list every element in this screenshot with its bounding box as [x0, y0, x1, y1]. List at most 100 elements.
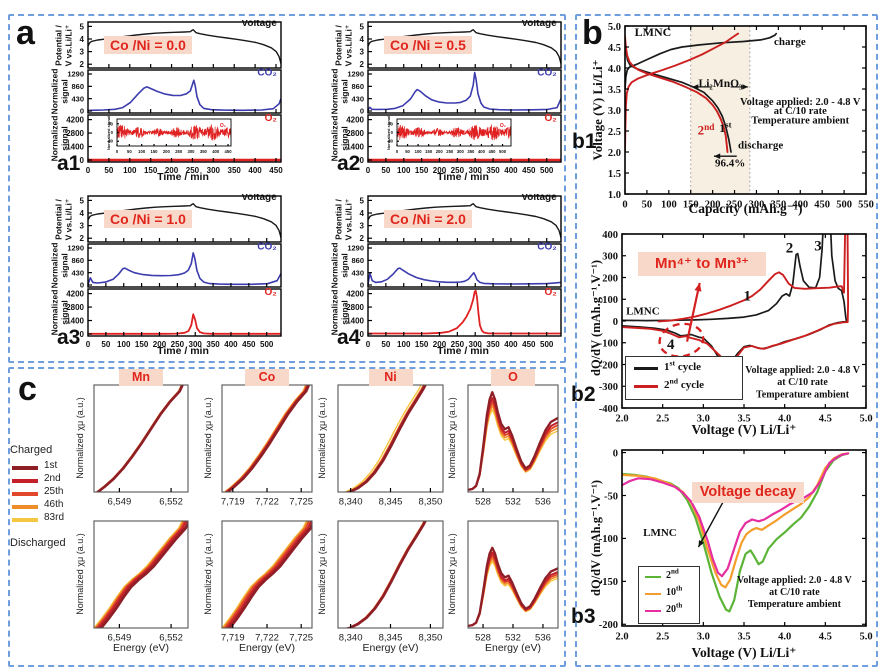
- svg-text:400: 400: [504, 166, 518, 175]
- svg-text:4.5: 4.5: [608, 43, 621, 54]
- svg-text:1: 1: [744, 288, 752, 304]
- c-ni-discharged-y-axis-label: Normalized χμ (a.u.): [317, 533, 327, 615]
- svg-text:Voltage: Voltage: [241, 194, 277, 203]
- plot-a3-co2: 0 430 860 1290 CO₂: [67, 242, 282, 289]
- c-legend-label-25th: 25th: [44, 486, 64, 497]
- svg-text:250: 250: [727, 200, 743, 211]
- svg-text:2: 2: [786, 240, 794, 256]
- svg-text:0: 0: [391, 130, 394, 135]
- plot-b2-dqdv-cycles: 2.0 2.5 3.0 3.5 4.0 4.5 5.0 -400 -300 -200 -100 0 10…: [599, 230, 873, 423]
- legend-label-20th: 20th: [666, 601, 683, 615]
- svg-text:200: 200: [705, 200, 721, 211]
- svg-text:0: 0: [366, 340, 371, 349]
- svg-text:2800: 2800: [66, 129, 84, 138]
- c-co-charged-y-axis-label: Normalized χμ (a.u.): [203, 397, 213, 479]
- svg-text:charge: charge: [774, 36, 806, 48]
- svg-text:Voltage: Voltage: [241, 20, 277, 29]
- svg-text:discharge: discharge: [738, 140, 783, 152]
- svg-text:3: 3: [360, 221, 365, 230]
- b3-legend: 2nd 10th 20th: [638, 566, 700, 624]
- b2-mn-annotation: Mn⁴⁺ to Mn³⁺: [638, 252, 766, 276]
- svg-text:4.0: 4.0: [608, 64, 621, 75]
- plot-c-ni-charged: 8,340 8,345 8,350: [337, 384, 444, 508]
- legend-label-2nd: 2nd cycle: [664, 376, 705, 391]
- svg-text:200: 200: [163, 149, 171, 154]
- svg-text:400: 400: [478, 149, 486, 154]
- b1-tag: b1: [572, 130, 597, 153]
- plot-a2-co2: 0 430 860 1290 CO₂: [347, 68, 562, 115]
- svg-text:450: 450: [522, 166, 536, 175]
- svg-text:5: 5: [360, 196, 365, 205]
- svg-text:4: 4: [80, 209, 85, 218]
- svg-text:8,340: 8,340: [339, 633, 363, 644]
- c-legend-swatch-46th: [12, 505, 38, 509]
- svg-text:Voltage: Voltage: [521, 20, 557, 29]
- b1-y-axis-label: Voltage (V) Li/Li⁺: [590, 59, 605, 161]
- svg-text:-200: -200: [599, 360, 618, 371]
- a3-ratio-badge: Co /Ni = 1.0: [104, 210, 192, 228]
- svg-text:300: 300: [188, 149, 196, 154]
- svg-text:150: 150: [425, 149, 433, 154]
- c-o-energy-axis-label: Energy (eV): [484, 642, 542, 654]
- svg-text:at C/10 rate: at C/10 rate: [769, 587, 820, 598]
- svg-text:7,722: 7,722: [255, 633, 279, 644]
- svg-text:528: 528: [475, 633, 491, 644]
- svg-text:5.0: 5.0: [859, 632, 872, 643]
- svg-text:7,719: 7,719: [221, 633, 245, 644]
- svg-text:100: 100: [661, 200, 677, 211]
- svg-text:450: 450: [242, 340, 256, 349]
- svg-text:200: 200: [436, 149, 444, 154]
- svg-text:4200: 4200: [346, 115, 364, 124]
- panel-a-label: a: [16, 14, 35, 52]
- svg-text:4: 4: [360, 35, 365, 44]
- svg-text:500: 500: [836, 200, 852, 211]
- svg-text:250: 250: [446, 149, 454, 154]
- svg-text:7,722: 7,722: [255, 497, 279, 508]
- svg-text:8,345: 8,345: [379, 633, 403, 644]
- svg-text:3: 3: [80, 47, 85, 56]
- svg-text:100: 100: [117, 340, 131, 349]
- svg-text:350: 350: [206, 340, 220, 349]
- svg-text:Temperature ambient: Temperature ambient: [751, 115, 849, 126]
- svg-text:500: 500: [499, 149, 507, 154]
- plot-b1-charge-discharge: 0 50 100 150 200 250 300 350 400 450 500 550 1.0 1.5 2…: [608, 22, 874, 211]
- svg-text:0: 0: [396, 149, 399, 154]
- c-legend-swatch-2nd: [12, 479, 38, 483]
- svg-text:100: 100: [397, 340, 411, 349]
- panel-a-box: [8, 14, 566, 363]
- plot-c-mn-discharged: 6,549 6,552: [93, 520, 189, 644]
- plot-a1-o2: 0 50 100 150 200 250 300 350 400 4500140028004200…: [66, 113, 283, 175]
- svg-text:4200: 4200: [66, 115, 84, 124]
- svg-text:0: 0: [111, 130, 114, 135]
- svg-text:300: 300: [469, 166, 483, 175]
- svg-text:3.0: 3.0: [697, 414, 710, 423]
- svg-text:Voltage applied: 2.0 - 4.8 V: Voltage applied: 2.0 - 4.8 V: [745, 365, 861, 376]
- svg-text:CO₂: CO₂: [257, 242, 276, 253]
- plot-a4-voltage: 2 3 4 5 Voltage: [360, 194, 562, 243]
- svg-text:Normalized signal: Normalized signal: [386, 116, 391, 150]
- svg-text:300: 300: [207, 166, 221, 175]
- c-column-title-o: O: [491, 369, 535, 386]
- svg-text:-150: -150: [599, 577, 618, 588]
- svg-text:250: 250: [175, 149, 183, 154]
- svg-text:3: 3: [360, 47, 365, 56]
- svg-text:4: 4: [667, 337, 675, 353]
- svg-text:2.5: 2.5: [656, 632, 669, 643]
- c-o-charged-y-axis-label: Normalized χμ (a.u.): [447, 397, 457, 479]
- svg-text:350: 350: [770, 200, 786, 211]
- svg-text:Voltage applied: 2.0 - 4.8 V: Voltage applied: 2.0 - 4.8 V: [740, 97, 861, 108]
- legend-swatch-1st: [634, 367, 658, 370]
- svg-text:O₂: O₂: [544, 113, 556, 124]
- c-mn-discharged-y-axis-label: Normalized χμ (a.u.): [75, 533, 85, 615]
- svg-text:150: 150: [151, 149, 159, 154]
- svg-text:96.4%: 96.4%: [715, 157, 745, 169]
- svg-text:2.5: 2.5: [608, 127, 621, 138]
- c-legend-charged-header: Charged: [10, 444, 53, 456]
- legend-swatch-20th: [645, 609, 661, 613]
- svg-text:1.0: 1.0: [608, 190, 621, 201]
- svg-text:350: 350: [486, 340, 500, 349]
- b2-tag: b2: [571, 383, 596, 406]
- c-legend-swatch-83rd: [12, 518, 38, 522]
- svg-text:O₂: O₂: [500, 123, 506, 129]
